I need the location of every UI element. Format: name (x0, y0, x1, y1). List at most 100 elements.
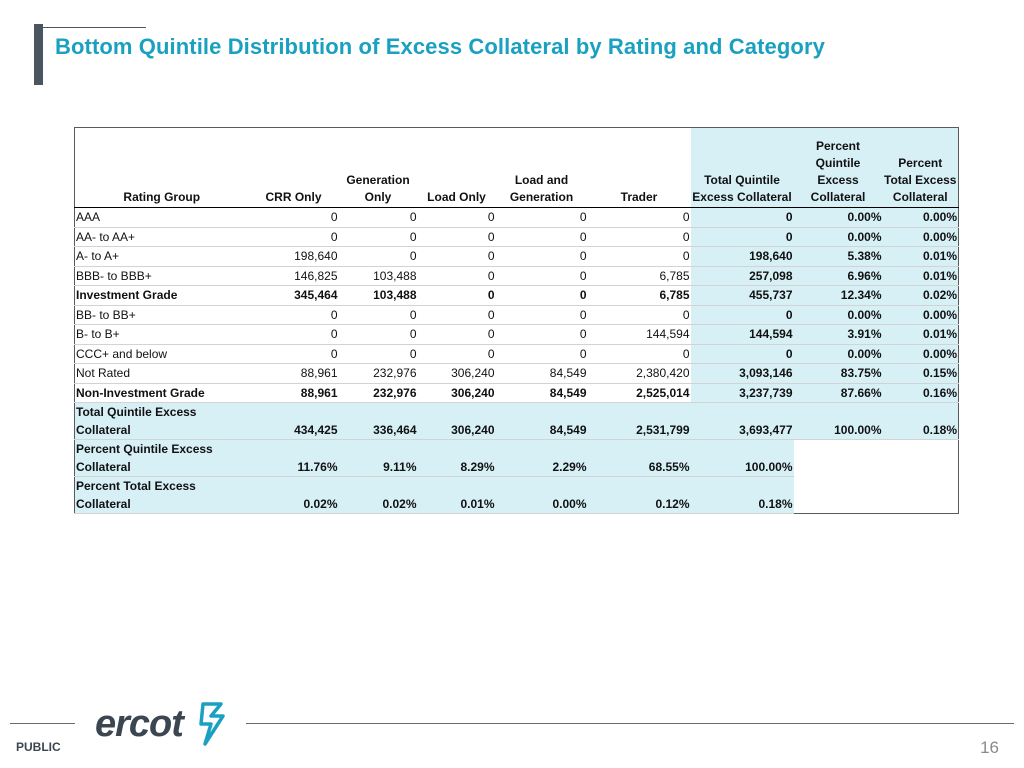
cell-pct-total: 0.15% (882, 363, 959, 384)
row-label: Investment Grade (74, 285, 249, 306)
cell-load-generation: 0 (495, 344, 588, 364)
cell-pct-quintile: 87.66% (793, 383, 883, 403)
cell-total: 0 (690, 305, 794, 325)
cell-load: 0 (417, 305, 496, 325)
cell-trader: 0 (587, 207, 691, 228)
cell-generation: 0 (338, 305, 418, 325)
lightning-bolt-icon (199, 702, 225, 746)
row-label: Total Quintile Excess Collateral (74, 402, 249, 440)
cell-crr: 0.02% (248, 476, 339, 514)
cell-load-generation: 0 (495, 305, 588, 325)
footer-rule-right (246, 723, 1014, 724)
table-row: AA- to AA+ 0 0 0 0 0 0 0.00% 0.00% (74, 227, 959, 247)
percent-quintile-row: Percent Quintile Excess Collateral 11.76… (74, 439, 959, 477)
cell-pct-total: 0.01% (882, 266, 959, 286)
cell-pct-total: 0.02% (882, 285, 959, 306)
cell-load: 0 (417, 344, 496, 364)
cell-generation: 0 (338, 207, 418, 228)
cell-crr: 0 (248, 305, 339, 325)
cell-crr: 434,425 (248, 402, 339, 440)
header-percent-total: Percent Total Excess Collateral (882, 127, 959, 208)
cell-total: 257,098 (690, 266, 794, 286)
cell-pct-total: 0.00% (882, 227, 959, 247)
cell-load-generation: 0 (495, 324, 588, 345)
cell-trader: 68.55% (587, 439, 691, 477)
cell-generation: 0 (338, 246, 418, 267)
cell-pct-quintile: 5.38% (793, 246, 883, 267)
cell-load: 0 (417, 266, 496, 286)
cell-pct-quintile: 83.75% (793, 363, 883, 384)
cell-load-generation: 84,549 (495, 383, 588, 403)
cell-load-generation: 0 (495, 266, 588, 286)
cell-pct-quintile: 0.00% (793, 207, 883, 228)
cell-generation: 0.02% (338, 476, 418, 514)
cell-generation: 0 (338, 324, 418, 345)
table-row: Not Rated 88,961 232,976 306,240 84,549 … (74, 363, 959, 384)
header-trader: Trader (587, 127, 691, 208)
cell-pct-total: 0.01% (882, 246, 959, 267)
cell-load: 0 (417, 246, 496, 267)
cell-crr: 345,464 (248, 285, 339, 306)
cell-total: 0 (690, 227, 794, 247)
page-number: 16 (980, 738, 999, 757)
cell-total: 144,594 (690, 324, 794, 345)
empty-cell (882, 476, 959, 514)
cell-load: 0 (417, 227, 496, 247)
cell-trader: 144,594 (587, 324, 691, 345)
header-total-quintile: Total Quintile Excess Collateral (690, 127, 794, 208)
total-quintile-row: Total Quintile Excess Collateral 434,425… (74, 402, 959, 440)
cell-trader: 6,785 (587, 285, 691, 306)
cell-load: 0 (417, 207, 496, 228)
cell-pct-total: 0.16% (882, 383, 959, 403)
header-load-and-generation: Load and Generation (495, 127, 588, 208)
table-row: BB- to BB+ 0 0 0 0 0 0 0.00% 0.00% (74, 305, 959, 325)
cell-crr: 0 (248, 207, 339, 228)
cell-generation: 0 (338, 344, 418, 364)
cell-total: 455,737 (690, 285, 794, 306)
cell-load: 306,240 (417, 363, 496, 384)
cell-pct-quintile: 6.96% (793, 266, 883, 286)
cell-total: 3,693,477 (690, 402, 794, 440)
header-rating-group: Rating Group (74, 127, 249, 208)
cell-crr: 11.76% (248, 439, 339, 477)
cell-load-generation: 84,549 (495, 402, 588, 440)
cell-total: 3,237,739 (690, 383, 794, 403)
empty-cell (793, 476, 883, 514)
excess-collateral-table: Rating Group CRR Only Generation Only Lo… (74, 127, 959, 514)
header-crr-only: CRR Only (248, 127, 339, 208)
cell-total: 198,640 (690, 246, 794, 267)
cell-pct-quintile: 100.00% (793, 402, 883, 440)
cell-total: 0 (690, 344, 794, 364)
row-label: BB- to BB+ (74, 305, 249, 325)
cell-pct-total: 0.00% (882, 207, 959, 228)
cell-load-generation: 0 (495, 285, 588, 306)
table-row: CCC+ and below 0 0 0 0 0 0 0.00% 0.00% (74, 344, 959, 364)
cell-load: 306,240 (417, 383, 496, 403)
cell-load-generation: 84,549 (495, 363, 588, 384)
cell-crr: 198,640 (248, 246, 339, 267)
slide-title: Bottom Quintile Distribution of Excess C… (55, 34, 825, 59)
cell-pct-quintile: 0.00% (793, 344, 883, 364)
cell-pct-total: 0.01% (882, 324, 959, 345)
cell-load-generation: 2.29% (495, 439, 588, 477)
cell-load: 0 (417, 285, 496, 306)
subtotal-row: Non-Investment Grade 88,961 232,976 306,… (74, 383, 959, 403)
cell-crr: 88,961 (248, 383, 339, 403)
row-label: Not Rated (74, 363, 249, 384)
cell-pct-total: 0.00% (882, 305, 959, 325)
cell-generation: 232,976 (338, 383, 418, 403)
classification-label: PUBLIC (16, 740, 61, 754)
cell-trader: 0.12% (587, 476, 691, 514)
header-generation-only: Generation Only (338, 127, 418, 208)
row-label: BBB- to BBB+ (74, 266, 249, 286)
empty-cell (793, 439, 883, 477)
cell-trader: 0 (587, 246, 691, 267)
cell-crr: 0 (248, 344, 339, 364)
cell-pct-quintile: 3.91% (793, 324, 883, 345)
cell-crr: 0 (248, 227, 339, 247)
cell-total: 100.00% (690, 439, 794, 477)
row-label: A- to A+ (74, 246, 249, 267)
cell-crr: 146,825 (248, 266, 339, 286)
cell-trader: 0 (587, 344, 691, 364)
header-percent-quintile: Percent Quintile Excess Collateral (793, 127, 883, 208)
